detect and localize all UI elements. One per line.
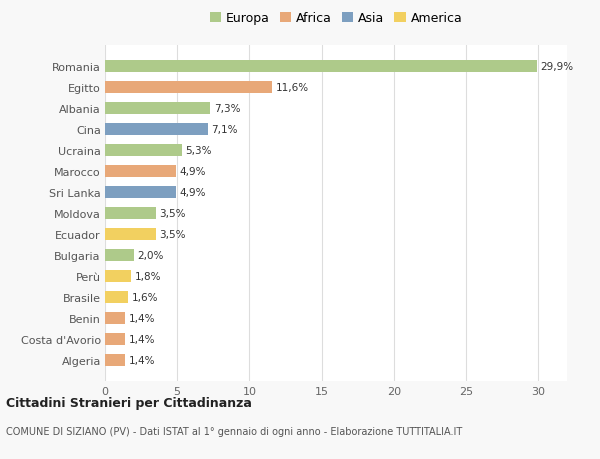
Text: 1,4%: 1,4%: [129, 355, 155, 365]
Text: 7,3%: 7,3%: [214, 104, 241, 114]
Text: 11,6%: 11,6%: [276, 83, 309, 93]
Bar: [105, 145, 182, 157]
Text: 4,9%: 4,9%: [179, 188, 206, 197]
Text: 7,1%: 7,1%: [211, 125, 238, 134]
Text: 1,4%: 1,4%: [129, 334, 155, 344]
Text: 4,9%: 4,9%: [179, 167, 206, 177]
Text: 3,5%: 3,5%: [159, 208, 185, 218]
Bar: [105, 82, 272, 94]
Bar: [105, 333, 125, 345]
Text: Cittadini Stranieri per Cittadinanza: Cittadini Stranieri per Cittadinanza: [6, 396, 252, 409]
Bar: [105, 124, 208, 135]
Text: 3,5%: 3,5%: [159, 230, 185, 239]
Bar: [105, 313, 125, 324]
Bar: [105, 61, 536, 73]
Text: 5,3%: 5,3%: [185, 146, 212, 156]
Bar: [105, 207, 155, 219]
Text: 1,8%: 1,8%: [134, 271, 161, 281]
Text: COMUNE DI SIZIANO (PV) - Dati ISTAT al 1° gennaio di ogni anno - Elaborazione TU: COMUNE DI SIZIANO (PV) - Dati ISTAT al 1…: [6, 426, 462, 436]
Bar: [105, 291, 128, 303]
Legend: Europa, Africa, Asia, America: Europa, Africa, Asia, America: [208, 11, 464, 26]
Text: 1,4%: 1,4%: [129, 313, 155, 323]
Text: 1,6%: 1,6%: [132, 292, 158, 302]
Bar: [105, 250, 134, 261]
Bar: [105, 354, 125, 366]
Bar: [105, 103, 211, 114]
Bar: [105, 229, 155, 240]
Bar: [105, 166, 176, 177]
Text: 2,0%: 2,0%: [137, 250, 164, 260]
Bar: [105, 270, 131, 282]
Bar: [105, 187, 176, 198]
Text: 29,9%: 29,9%: [540, 62, 574, 72]
